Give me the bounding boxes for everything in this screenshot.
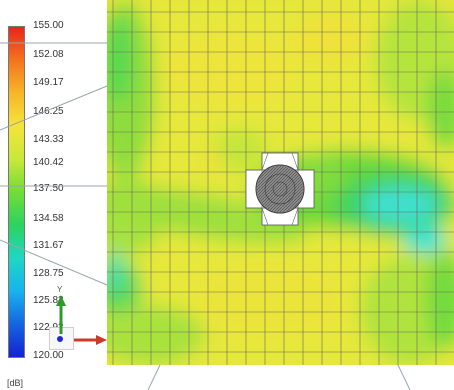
scale-tick: 125.83: [33, 295, 64, 306]
scale-tick: 140.42: [33, 157, 64, 168]
scale-tick: 122.92: [33, 322, 64, 333]
scale-tick: 134.58: [33, 213, 64, 224]
axis-y-label: Y: [57, 285, 63, 294]
scale-tick: 149.17: [33, 77, 64, 88]
scale-tick: 131.67: [33, 240, 64, 251]
scale-tick: 120.00: [33, 350, 64, 361]
sound-source-object: [245, 152, 315, 226]
axis-x-arrow: [74, 335, 107, 345]
scale-tick: 128.75: [33, 268, 64, 279]
axis-y-arrow: [56, 295, 66, 334]
color-scale-bar: [8, 26, 25, 358]
scale-tick: 146.25: [33, 106, 64, 117]
axis-triad-arrows: Y: [56, 285, 107, 345]
scale-tick: 155.00: [33, 20, 64, 31]
axis-origin-dot: [57, 336, 63, 342]
scale-tick: 152.08: [33, 49, 64, 60]
sound-field-plane: [107, 0, 454, 365]
scale-tick: 143.33: [33, 134, 64, 145]
leader-lines: [0, 42, 411, 390]
scale-tick: 137.50: [33, 183, 64, 194]
unit-label: [dB]: [7, 378, 24, 388]
